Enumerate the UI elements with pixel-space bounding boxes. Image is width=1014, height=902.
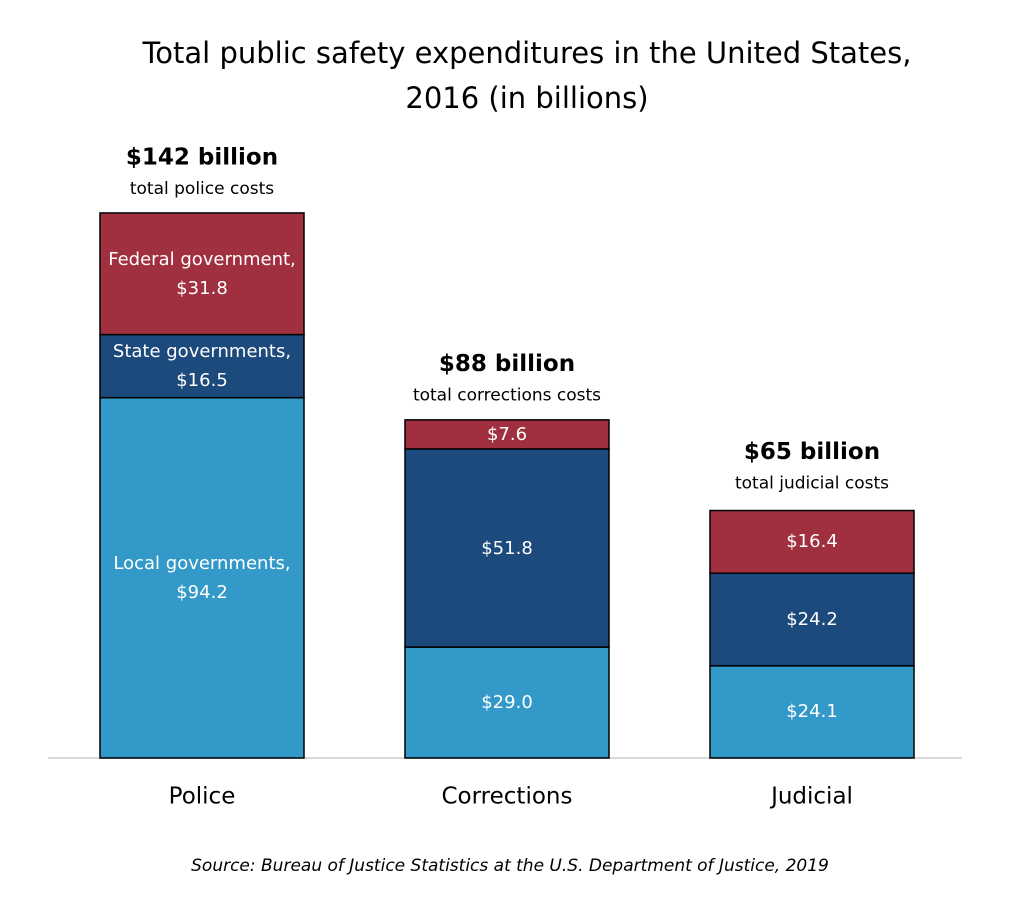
segment-label-text: Federal government, $31.8	[104, 245, 300, 303]
bar-segment	[404, 419, 610, 450]
series-name: State governments,	[112, 341, 292, 363]
segment-label: $16.4	[714, 511, 910, 574]
segment-label: Federal government, $31.8	[104, 213, 300, 335]
value-label: $51.8	[481, 537, 533, 559]
segment-label-box: $29.0	[409, 647, 605, 758]
value-label: $24.1	[786, 701, 838, 723]
total-note: total police costs	[130, 179, 274, 199]
segment-label-box: $16.4	[714, 511, 910, 574]
bar-segment	[404, 646, 610, 759]
segment-label-text: $29.0	[481, 688, 533, 717]
bar-segment	[709, 572, 915, 667]
total-note: total judicial costs	[735, 473, 889, 493]
bar-segment	[99, 333, 305, 399]
segment-label: $7.6	[409, 420, 605, 449]
chart-title: Total public safety expenditures in the …	[142, 36, 912, 70]
total-label: $88 billion	[439, 351, 575, 377]
segment-label-box: $51.8	[409, 449, 605, 647]
segment-label: $51.8	[409, 449, 605, 647]
segment-label-text: $51.8	[481, 534, 533, 563]
series-name: Federal government,	[108, 248, 296, 270]
value-label: $31.8	[176, 277, 228, 299]
value-label: $7.6	[486, 423, 528, 445]
value-label: $29.0	[481, 692, 533, 714]
segment-label-box: $24.1	[714, 666, 910, 758]
x-tick-label: Police	[169, 784, 236, 810]
segment-label-text: $24.2	[786, 605, 838, 634]
segment-label: Local governments, $94.2	[104, 398, 300, 758]
segment-label-box: $7.6	[409, 420, 605, 449]
x-tick-label: Corrections	[442, 784, 573, 810]
segment-label: $24.2	[714, 573, 910, 666]
bar-segment	[709, 665, 915, 759]
chart-title: 2016 (in billions)	[405, 81, 648, 115]
bar-segment	[99, 212, 305, 336]
total-note: total corrections costs	[413, 385, 601, 405]
segment-label: $29.0	[409, 647, 605, 758]
segment-label-text: $16.4	[786, 527, 838, 556]
segment-label-text: $7.6	[487, 420, 527, 449]
series-name: Local governments,	[113, 552, 291, 574]
bar-segment	[404, 448, 610, 648]
value-label: $16.4	[786, 531, 838, 553]
segment-label: State governments, $16.5	[104, 335, 300, 398]
total-label: $65 billion	[744, 439, 880, 465]
segment-label: $24.1	[714, 666, 910, 758]
segment-label-text: $24.1	[786, 697, 838, 726]
segment-label-box: State governments, $16.5	[104, 335, 300, 398]
segment-label-box: Local governments, $94.2	[104, 398, 300, 758]
value-label: $24.2	[786, 609, 838, 631]
bar-segment	[99, 396, 305, 759]
value-label: $94.2	[176, 581, 228, 603]
total-label: $142 billion	[126, 144, 278, 170]
x-tick-label: Judicial	[769, 784, 853, 810]
segment-label-text: Local governments, $94.2	[104, 549, 300, 607]
segment-label-text: State governments, $16.5	[104, 337, 300, 395]
source: Source: Bureau of Justice Statistics at …	[191, 856, 829, 876]
segment-label-box: Federal government, $31.8	[104, 213, 300, 335]
bar-segment	[709, 509, 915, 575]
value-label: $16.5	[176, 370, 228, 392]
segment-label-box: $24.2	[714, 573, 910, 666]
